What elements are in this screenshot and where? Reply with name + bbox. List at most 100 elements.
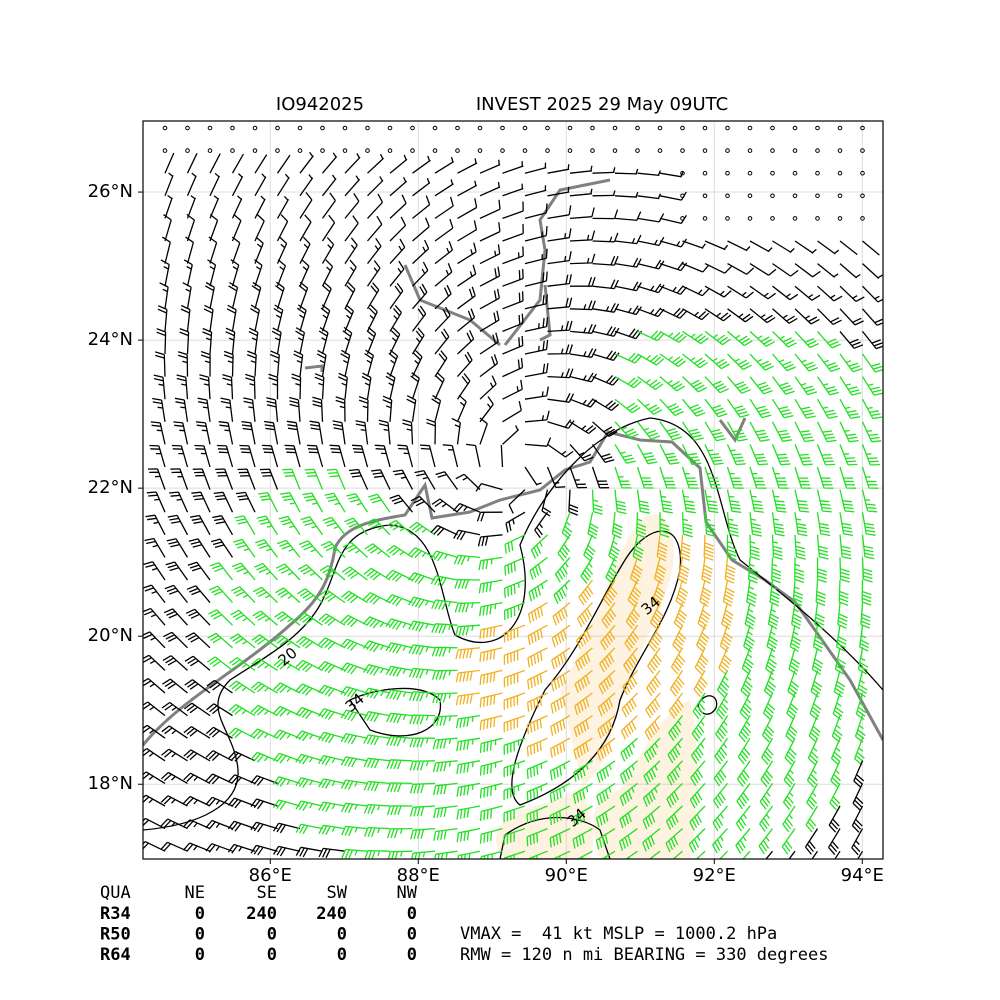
wind-barb	[344, 517, 368, 536]
wind-barb	[361, 372, 372, 400]
wind-barb	[659, 444, 680, 465]
wind-barb	[817, 263, 839, 278]
wind-barb	[861, 557, 873, 583]
calm-marker	[860, 216, 865, 221]
table-header: NE	[185, 883, 205, 903]
wind-barb	[689, 782, 706, 809]
wind-barb	[636, 421, 661, 440]
wind-barb	[270, 350, 280, 377]
wind-barb	[250, 728, 278, 740]
calm-marker	[275, 125, 280, 131]
calm-marker	[680, 193, 685, 199]
wind-barb	[816, 557, 827, 583]
wind-barb	[839, 398, 861, 420]
wind-barb	[749, 263, 777, 276]
wind-barb	[409, 714, 436, 725]
wind-barb	[457, 308, 476, 332]
wind-barb	[762, 692, 776, 720]
wind-barb	[478, 579, 503, 594]
x-tick-label: 92°E	[693, 865, 736, 886]
wind-barb	[209, 562, 234, 581]
wind-barb	[643, 760, 661, 785]
wind-barb	[143, 841, 166, 852]
wind-barb	[502, 161, 524, 174]
wind-barb	[815, 579, 826, 607]
wind-barb	[670, 647, 686, 675]
wind-barb	[367, 153, 385, 174]
wind-barb	[206, 656, 233, 671]
wind-barb	[271, 327, 282, 355]
wind-barb	[228, 704, 256, 717]
wind-barb	[355, 420, 369, 445]
wind-barb	[524, 185, 547, 197]
wind-barb	[275, 563, 301, 581]
wind-barb	[143, 794, 166, 807]
wind-barb	[656, 534, 668, 562]
wind-barb	[183, 819, 211, 830]
wind-barb	[527, 669, 548, 690]
wind-barb	[618, 828, 638, 851]
table-cell: 0	[337, 925, 347, 945]
wind-barb	[434, 179, 454, 197]
wind-barb	[704, 263, 732, 274]
wind-barb	[371, 469, 391, 490]
wind-barb	[547, 443, 574, 458]
wind-barb	[524, 317, 549, 333]
wind-barb	[526, 760, 548, 779]
wind-barb	[169, 491, 189, 513]
calm-marker	[725, 170, 730, 176]
wind-barb	[592, 350, 620, 362]
wind-barb	[364, 543, 391, 558]
wind-barb	[503, 714, 526, 733]
wind-barb	[187, 561, 211, 581]
wind-barb	[186, 153, 198, 174]
wind-barb	[794, 263, 821, 278]
wind-barb	[289, 396, 301, 422]
wind-barb	[794, 444, 813, 466]
wind-barb	[574, 669, 593, 694]
calm-marker	[815, 216, 820, 221]
wind-barb	[727, 285, 754, 299]
wind-barb	[276, 214, 289, 242]
wind-barb	[596, 782, 616, 806]
calm-marker	[725, 193, 730, 199]
wind-barb	[524, 294, 548, 310]
wind-barb	[524, 203, 548, 220]
wind-barb	[648, 850, 661, 859]
wind-barb	[726, 512, 739, 537]
wind-barb	[672, 850, 683, 859]
wind-barb	[772, 263, 799, 277]
wind-barb	[183, 259, 193, 287]
wind-barb	[408, 644, 436, 656]
wind-barb	[572, 828, 593, 849]
table-cell: 0	[195, 925, 205, 945]
wind-barb	[434, 218, 454, 242]
wind-barb	[363, 711, 391, 723]
wind-barb	[814, 602, 825, 630]
calm-marker	[342, 125, 348, 131]
wind-barb	[794, 466, 812, 489]
wind-barb	[597, 692, 616, 717]
wind-barb	[408, 521, 436, 536]
wind-barb	[794, 534, 806, 560]
wind-barb	[839, 240, 858, 256]
wind-barb	[832, 692, 844, 721]
wind-barb	[503, 805, 526, 823]
wind-barb	[144, 537, 166, 558]
wind-barb	[318, 847, 346, 859]
wind-barb	[259, 468, 279, 490]
wind-barb	[502, 400, 522, 423]
wind-barb	[378, 419, 391, 445]
wind-barb	[614, 489, 627, 515]
wind-barb	[557, 534, 571, 562]
wind-barb	[340, 756, 368, 768]
wind-barb	[161, 748, 188, 762]
calm-marker	[815, 170, 820, 176]
wind-barb	[340, 709, 368, 722]
wind-barb	[208, 585, 233, 604]
wind-barb	[156, 328, 167, 355]
wind-barb	[250, 844, 278, 856]
wind-barb	[389, 260, 405, 287]
wind-barb	[592, 167, 616, 174]
wind-barb	[385, 569, 413, 583]
